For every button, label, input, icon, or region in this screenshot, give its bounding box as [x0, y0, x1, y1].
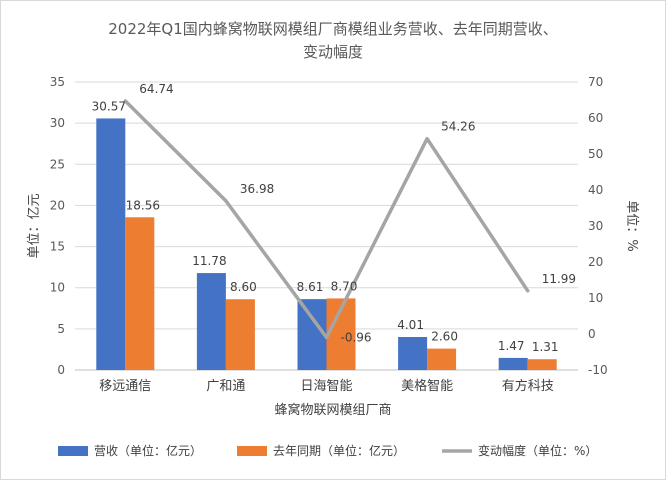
bar-revenue [498, 357, 528, 370]
line-data-label: -0.96 [341, 330, 372, 344]
legend-label: 变动幅度（单位：%） [478, 443, 597, 458]
legend: 营收（单位：亿元） 去年同期（单位：亿元） 变动幅度（单位：%） [58, 443, 597, 458]
data-label: 8.70 [331, 279, 358, 293]
legend-label: 去年同期（单位：亿元） [273, 443, 405, 458]
line-change-rate [123, 99, 530, 340]
bar-prior-year [527, 359, 557, 370]
legend-label: 营收（单位：亿元） [94, 443, 202, 458]
y2-tick-label: 70 [588, 75, 603, 89]
y-tick-label: 5 [57, 322, 65, 336]
bar-revenue [398, 337, 428, 370]
bar-revenue [297, 299, 327, 370]
legend-swatch [58, 446, 88, 456]
bar-prior-year [125, 217, 155, 370]
data-label: 8.61 [297, 280, 324, 294]
chart-title-line-1: 2022年Q1国内蜂窝物联网模组厂商模组业务营收、去年同期营收、 [108, 20, 558, 38]
data-label: 1.47 [498, 339, 525, 353]
y2-axis-title: 单位：% [624, 200, 639, 251]
category-label: 有方科技 [502, 378, 554, 394]
bar-prior-year [427, 348, 457, 370]
y2-axis-ticks: -10 0 10 20 30 40 50 60 70 [588, 75, 608, 377]
bar-series [96, 118, 557, 370]
y2-tick-label: 10 [588, 291, 603, 305]
data-label: 30.57 [92, 99, 126, 113]
y-axis-ticks: 0 5 10 15 20 25 30 35 [50, 75, 65, 377]
y2-tick-label: 60 [588, 111, 603, 125]
y-tick-label: 10 [50, 281, 65, 295]
legend-swatch [237, 446, 267, 456]
data-label: 2.60 [431, 330, 458, 344]
y-tick-label: 20 [50, 198, 65, 212]
gridlines [75, 81, 578, 371]
line-data-label: 11.99 [542, 272, 576, 286]
y-tick-label: 30 [50, 116, 65, 130]
category-label: 美格智能 [401, 378, 453, 394]
category-label: 广和通 [206, 379, 245, 394]
data-label: 11.78 [192, 254, 226, 268]
category-label: 移远通信 [99, 379, 151, 394]
y2-tick-label: 50 [588, 147, 603, 161]
line-data-label: 64.74 [139, 82, 173, 96]
y-tick-label: 0 [57, 363, 65, 377]
chart-title-line-2: 变动幅度 [303, 43, 363, 61]
data-label: 8.60 [230, 280, 257, 294]
x-axis-title: 蜂窝物联网模组厂商 [274, 402, 391, 418]
category-label: 日海智能 [300, 379, 352, 394]
y-tick-label: 25 [50, 157, 65, 171]
y-tick-label: 15 [50, 240, 65, 254]
data-label: 1.31 [532, 340, 559, 354]
bar-prior-year [225, 299, 255, 370]
y2-tick-label: 40 [588, 183, 603, 197]
line-data-label: 36.98 [240, 182, 274, 196]
y2-tick-label: 0 [588, 327, 596, 341]
y2-tick-label: 30 [588, 219, 603, 233]
bar-revenue [196, 273, 226, 370]
bar-revenue [96, 118, 126, 370]
y-tick-label: 35 [50, 75, 65, 89]
data-label: 18.56 [126, 198, 160, 212]
category-labels: 移远通信 广和通 日海智能 美格智能 有方科技 [99, 378, 553, 394]
data-labels: 30.57 11.78 8.61 4.01 1.47 18.56 8.60 8.70 2.60 1… [92, 82, 576, 354]
y-axis-title: 单位：亿元 [27, 193, 42, 258]
y2-tick-label: 20 [588, 255, 603, 269]
y2-tick-label: -10 [588, 363, 608, 377]
line-series [123, 99, 530, 340]
line-data-label: 54.26 [441, 120, 475, 134]
data-label: 4.01 [397, 318, 424, 332]
